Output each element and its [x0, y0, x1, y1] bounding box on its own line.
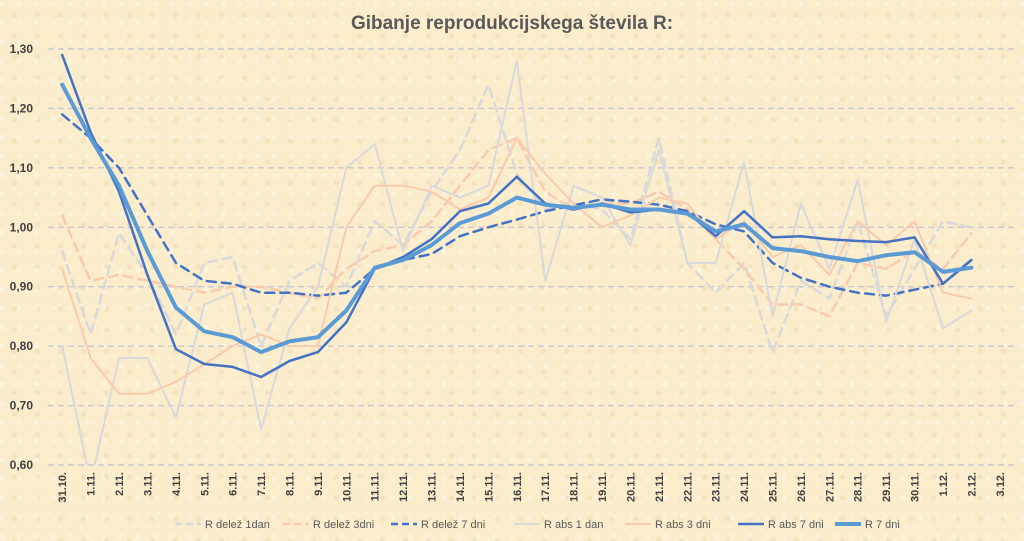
series-line-4 — [61, 59, 973, 465]
y-tick-label: 0,70 — [10, 399, 34, 413]
x-tick-label: 20.11. — [625, 472, 637, 502]
x-tick-label: 6.11. — [228, 472, 240, 496]
x-tick-label: 7.11. — [256, 472, 268, 496]
series-line-7 — [60, 82, 974, 355]
x-tick-label: 2.12. — [966, 472, 978, 496]
x-tick-label: 9.11. — [313, 472, 325, 496]
series-line-6 — [60, 53, 973, 379]
x-tick-label: 8.11. — [285, 472, 297, 496]
legend-label: R delež 3dni — [313, 519, 374, 531]
x-tick-label: 11.11. — [370, 472, 382, 501]
y-tick-label: 0,90 — [10, 280, 34, 294]
legend: R delež 1dan R delež 3dni R delež 7 dni R a… — [175, 519, 900, 531]
x-tick-label: 21.11. — [654, 472, 666, 502]
x-tick-label: 31.10. — [57, 472, 69, 503]
series-line-5 — [61, 137, 973, 395]
x-tick-label: 18.11. — [569, 472, 581, 502]
x-tick-label: 13.11. — [427, 472, 439, 502]
x-tick-label: 17.11. — [540, 472, 552, 502]
y-tick-label: 1,10 — [10, 161, 34, 175]
series-lines — [60, 53, 974, 465]
series-line-1 — [60, 83, 973, 354]
x-tick-label: 1.11. — [86, 472, 98, 496]
x-tick-label: 29.11. — [881, 472, 893, 502]
x-tick-label: 3.12. — [995, 472, 1007, 496]
x-tick-label: 25.11. — [768, 472, 780, 502]
x-tick-label: 1.12. — [938, 472, 950, 496]
x-tick-label: 23.11. — [711, 472, 723, 502]
legend-label: R abs 7 dni — [768, 519, 824, 531]
legend-label: R abs 3 dni — [655, 519, 711, 531]
x-tick-label: 24.11. — [739, 472, 751, 502]
y-tick-label: 0,60 — [10, 458, 34, 472]
x-tick-label: 2.11. — [114, 472, 126, 496]
legend-label: R abs 1 dan — [544, 519, 603, 531]
y-tick-label: 1,30 — [10, 42, 34, 56]
x-tick-label: 14.11. — [455, 472, 467, 502]
series-line-2 — [60, 136, 973, 318]
legend-label: R delež 1dan — [205, 519, 270, 531]
chart-title: Gibanje reprodukcijskega števila R: — [351, 13, 673, 34]
x-tick-label: 12.11. — [398, 472, 410, 502]
x-tick-label: 19.11. — [597, 472, 609, 502]
x-tick-label: 22.11. — [682, 472, 694, 502]
x-axis-ticks: 31.10. 1.11. 2.11. 3.11. 4.11. 5.11. 6.11. 7.11… — [57, 472, 1007, 503]
y-tick-label: 1,00 — [10, 220, 34, 234]
y-tick-label: 0,80 — [10, 339, 34, 353]
x-tick-label: 15.11. — [483, 472, 495, 502]
y-tick-label: 1,20 — [10, 101, 34, 115]
x-tick-label: 16.11. — [512, 472, 524, 502]
x-tick-label: 30.11. — [910, 472, 922, 502]
x-tick-label: 26.11. — [796, 472, 808, 502]
series-line-3 — [60, 113, 973, 297]
y-axis-ticks: 0,60 0,70 0,80 0,90 1,00 1,10 1,20 1,30 — [10, 42, 34, 472]
legend-label: R 7 dni — [865, 519, 900, 531]
x-tick-label: 3.11. — [142, 472, 154, 496]
x-tick-label: 28.11. — [853, 472, 865, 502]
x-tick-label: 5.11. — [199, 472, 211, 496]
x-tick-label: 10.11. — [341, 472, 353, 502]
x-tick-label: 27.11. — [824, 472, 836, 502]
x-tick-label: 4.11. — [171, 472, 183, 496]
legend-label: R delež 7 dni — [421, 519, 485, 531]
